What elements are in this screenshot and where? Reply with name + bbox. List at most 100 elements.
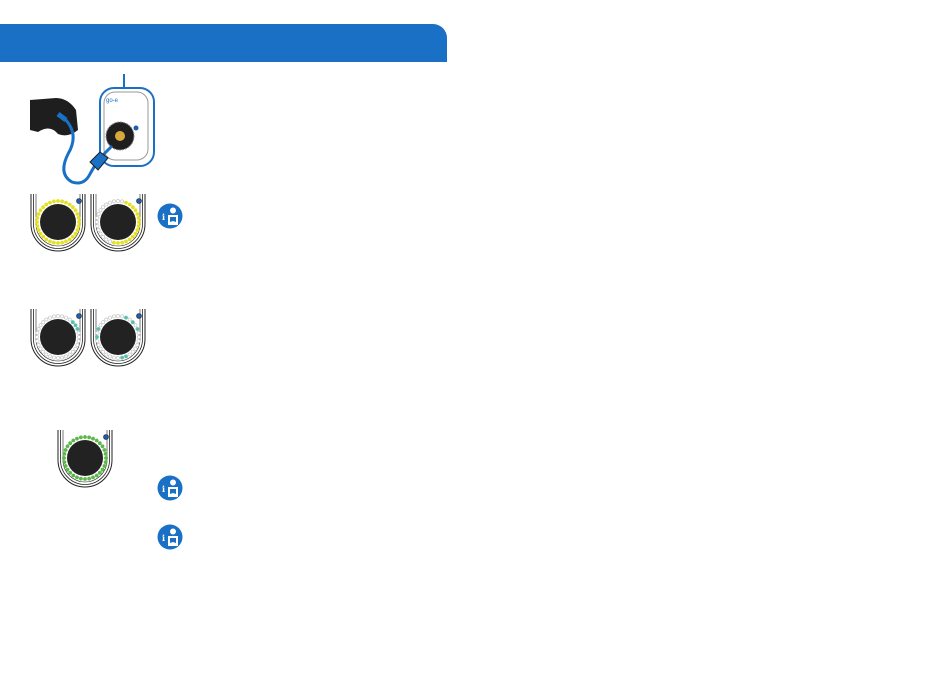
led-dot (73, 323, 78, 328)
led-dot (73, 231, 78, 236)
led-dot (95, 335, 99, 339)
led-dot (133, 208, 138, 213)
led-dot (96, 212, 101, 216)
section-header-bar (0, 24, 447, 62)
led-dot (56, 241, 60, 245)
led-dot (94, 438, 99, 443)
led-dot (127, 352, 132, 357)
led-dot (70, 234, 75, 239)
led-dot (44, 202, 49, 207)
led-dot (101, 234, 106, 239)
led-dot (68, 441, 73, 446)
led-dot (76, 215, 81, 220)
led-dot (108, 239, 112, 244)
led-dot (95, 215, 100, 220)
led-dot (48, 239, 52, 244)
plug (89, 151, 109, 171)
led-dot (35, 224, 40, 228)
led-dot (38, 208, 43, 213)
led-dot (67, 317, 72, 322)
led-dot (75, 327, 80, 331)
led-dot (98, 231, 103, 236)
led-dot (101, 320, 106, 325)
led-dot (116, 314, 120, 318)
led-dot (104, 317, 109, 322)
status-dot (103, 434, 109, 440)
led-dot (136, 339, 141, 343)
led-dot (120, 199, 124, 204)
led-dot (62, 460, 67, 464)
led-dot (116, 199, 120, 203)
led-dot (136, 330, 141, 335)
led-dot (60, 314, 64, 319)
led-dot (98, 323, 103, 328)
led-dot (78, 435, 83, 440)
led-dot (136, 224, 141, 228)
led-dot (133, 231, 138, 236)
led-dot (135, 327, 140, 331)
led-dot (83, 477, 87, 481)
led-dot (62, 451, 67, 456)
led-dot (62, 456, 66, 460)
led-dot (95, 224, 100, 228)
led-panel-yellow-partial (89, 194, 147, 252)
led-dot (96, 228, 101, 232)
led-dot (56, 199, 60, 203)
led-dot (96, 343, 101, 347)
led-dot (103, 460, 108, 464)
led-dot (135, 212, 140, 216)
led-dot (111, 199, 116, 204)
led-dot (96, 327, 101, 331)
led-dot (36, 212, 41, 216)
led-dot (94, 473, 99, 478)
led-dot (108, 315, 112, 320)
led-dot (124, 315, 128, 320)
led-dot (135, 228, 140, 232)
status-dot (136, 198, 142, 204)
led-dot (63, 464, 68, 468)
led-dot (36, 327, 41, 331)
charger-illustration: go-e (28, 74, 160, 188)
led-dot (137, 220, 141, 224)
led-dot (70, 205, 75, 210)
led-dot (75, 343, 80, 347)
led-dot (75, 212, 80, 216)
led-dot (35, 220, 39, 224)
led-dot (127, 202, 132, 207)
svg-text:go-e: go-e (106, 98, 119, 104)
led-dot (102, 464, 107, 468)
led-dot (124, 239, 128, 244)
led-dot (64, 354, 68, 359)
led-dot (104, 352, 109, 357)
led-dot (97, 441, 102, 446)
led-dot (67, 352, 72, 357)
led-dot (130, 320, 135, 325)
led-dot (70, 320, 75, 325)
led-dot (104, 202, 109, 207)
led-dot (48, 354, 52, 359)
led-dot (48, 200, 52, 205)
led-dot (73, 346, 78, 351)
led-dot (102, 448, 107, 452)
led-panel-yellow-full (29, 194, 87, 252)
charger-dial (40, 319, 76, 355)
led-dot (38, 323, 43, 328)
led-dot (76, 330, 81, 335)
status-dot (136, 313, 142, 319)
led-dot (70, 349, 75, 354)
charger-dial (100, 319, 136, 355)
led-dot (91, 436, 95, 441)
led-dot (56, 356, 60, 360)
led-dot (87, 435, 91, 440)
led-dot (67, 237, 72, 242)
led-dot (67, 202, 72, 207)
led-dot (35, 335, 39, 339)
led-dot (137, 335, 141, 339)
led-dot (100, 467, 105, 472)
led-dot (76, 339, 81, 343)
led-dot (95, 220, 99, 224)
led-dot (116, 356, 120, 360)
led-dot (124, 200, 128, 205)
led-dot (87, 476, 91, 481)
led-dot (130, 349, 135, 354)
